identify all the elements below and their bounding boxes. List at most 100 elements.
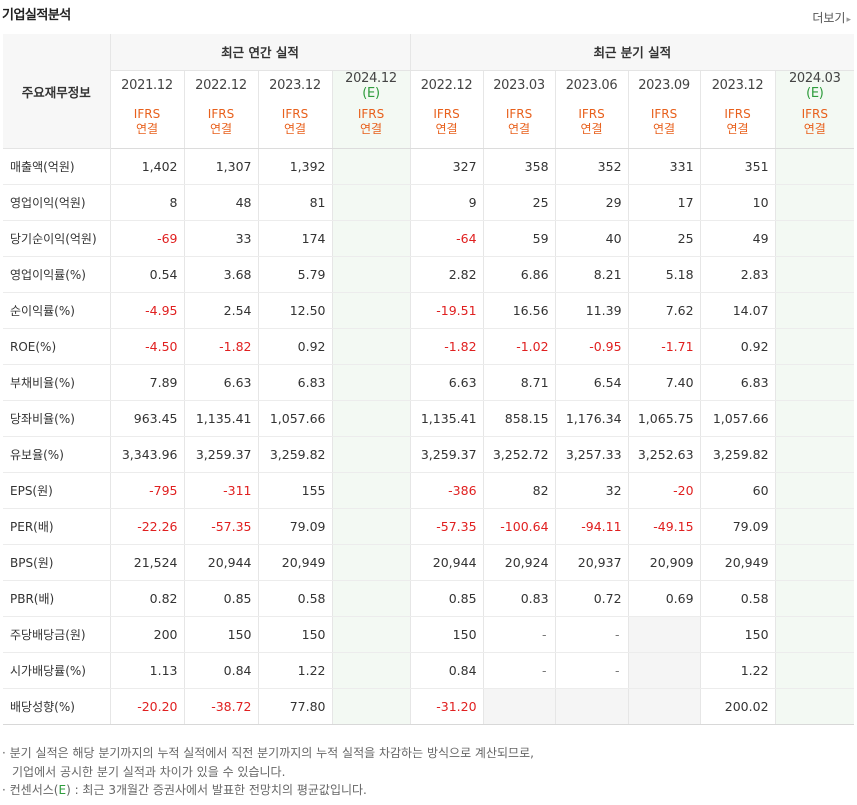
period-header: 2023.12 [258,70,333,101]
basis-header: IFRS 연결 [555,100,629,149]
table-cell [775,472,855,509]
basis-ifrs: IFRS [724,106,751,121]
table-cell: 8.71 [483,364,556,401]
table-cell: 59 [483,220,556,257]
table-row: BPS(원) 21,524 20,944 20,949 20,944 20,924 20,9… [3,544,855,581]
period-header: 2023.12 [700,70,776,101]
row-label: ROE(%) [3,328,111,365]
period-header: 2023.09 [628,70,701,101]
basis-header: IFRS 연결 [775,100,855,149]
table-cell [332,292,411,329]
table-cell: 14.07 [700,292,776,329]
table-cell: 49 [700,220,776,257]
table-cell [332,508,411,545]
table-cell: 1,307 [184,148,259,185]
table-cell: 81 [258,184,333,221]
basis-consolidated: 연결 [726,121,749,136]
row-label: 배당성향(%) [3,688,111,725]
basis-consolidated: 연결 [580,121,603,136]
table-cell: 6.63 [184,364,259,401]
table-cell: -57.35 [184,508,259,545]
table-cell: -64 [410,220,484,257]
row-label: 영업이익률(%) [3,256,111,293]
table-cell: - [483,652,556,689]
table-cell: -100.64 [483,508,556,545]
row-label: PBR(배) [3,580,111,617]
table-cell: 0.54 [110,256,185,293]
basis-ifrs: IFRS [650,106,678,121]
row-label: 유보율(%) [3,436,111,473]
basis-ifrs: IFRS [133,106,161,121]
table-cell [332,580,411,617]
table-cell [775,148,855,185]
period-label: 2024.03 [788,70,841,86]
table-cell [775,256,855,293]
table-cell [332,400,411,437]
row-label: 시가배당률(%) [3,652,111,689]
table-cell: 6.83 [258,364,333,401]
table-cell: 12.50 [258,292,333,329]
table-cell [775,580,855,617]
row-label: EPS(원) [3,472,111,509]
table-cell: 0.84 [410,652,484,689]
table-cell: -19.51 [410,292,484,329]
table-cell: 1,392 [258,148,333,185]
period-label: 2023.03 [493,78,545,93]
basis-consolidated: 연결 [283,121,307,136]
table-cell: 48 [184,184,259,221]
table-cell: 0.69 [628,580,701,617]
table-cell [332,364,411,401]
more-link[interactable]: 더보기▸ [812,9,851,26]
table-cell [332,688,411,725]
table-cell: 8 [110,184,185,221]
table-cell: 1.22 [700,652,776,689]
table-cell: 20,924 [483,544,556,581]
table-cell: 3,259.37 [184,436,259,473]
period-header: 2021.12 [110,70,185,101]
table-cell: 3,252.63 [628,436,701,473]
table-cell: 150 [258,616,333,653]
table-cell: 3,259.82 [700,436,776,473]
table-cell: -49.15 [628,508,701,545]
table-cell: 1,402 [110,148,185,185]
table-row: 배당성향(%) -20.20 -38.72 77.80 -31.20 200.02 [3,688,855,725]
table-cell [332,436,411,473]
table-cell: -1.82 [410,328,484,365]
table-cell: 150 [410,616,484,653]
table-cell: 7.89 [110,364,185,401]
row-label: 부채비율(%) [3,364,111,401]
table-cell [483,688,556,725]
table-cell: 0.84 [184,652,259,689]
footnote-2-pre: · 컨센서스( [2,783,59,797]
basis-ifrs: IFRS [281,106,309,121]
table-cell: 6.54 [555,364,629,401]
table-cell [628,688,701,725]
table-cell: 200.02 [700,688,776,725]
table-cell: 0.85 [184,580,259,617]
table-cell: 3,252.72 [483,436,556,473]
table-cell: -69 [110,220,185,257]
table-cell: -1.71 [628,328,701,365]
section-title: 기업실적분석 [2,8,71,23]
period-header: 2023.06 [555,70,629,101]
basis-consolidated: 연결 [135,121,159,136]
chevron-right-icon: ▸ [846,15,851,25]
annual-group-header: 최근 연간 실적 [110,34,411,71]
basis-consolidated: 연결 [209,121,233,136]
table-cell: 200 [110,616,185,653]
footnote-2: · 컨센서스(E) : 최근 3개월간 증권사에서 발표한 전망치의 평균값입니… [2,781,534,800]
table-cell: 82 [483,472,556,509]
table-cell: 21,524 [110,544,185,581]
table-cell [332,328,411,365]
period-header: 2024.03 (E) [775,70,855,101]
table-cell: 0.58 [258,580,333,617]
table-cell: 0.92 [700,328,776,365]
table-cell: 6.86 [483,256,556,293]
table-cell [775,364,855,401]
table-cell [332,652,411,689]
table-cell [775,508,855,545]
table-cell: 33 [184,220,259,257]
table-cell: -20.20 [110,688,185,725]
table-cell: 150 [700,616,776,653]
table-cell [628,616,701,653]
